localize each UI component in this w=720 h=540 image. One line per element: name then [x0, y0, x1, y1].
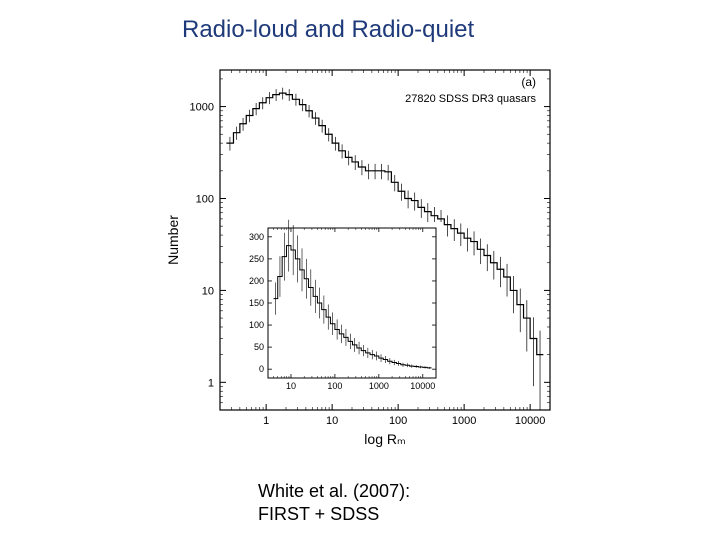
svg-text:10: 10 [202, 285, 214, 297]
svg-text:27820 SDSS DR3 quasars: 27820 SDSS DR3 quasars [405, 93, 536, 105]
svg-text:100: 100 [327, 381, 342, 391]
svg-text:100: 100 [389, 415, 407, 427]
svg-text:10000: 10000 [515, 415, 546, 427]
figure-caption: White et al. (2007): FIRST + SDSS [258, 480, 410, 525]
svg-text:200: 200 [249, 276, 264, 286]
svg-text:1: 1 [263, 415, 269, 427]
svg-text:150: 150 [249, 298, 264, 308]
svg-text:100: 100 [196, 193, 214, 205]
page-title: Radio-loud and Radio-quiet [182, 16, 474, 44]
svg-text:log Rₘ: log Rₘ [364, 431, 405, 447]
svg-text:(a): (a) [521, 75, 536, 89]
caption-line-2: FIRST + SDSS [258, 504, 379, 524]
svg-text:250: 250 [249, 254, 264, 264]
svg-text:10000: 10000 [410, 381, 435, 391]
histogram-figure: 1101001000110100100010000log RₘNumber(a)… [150, 50, 570, 470]
svg-text:10: 10 [326, 415, 338, 427]
svg-text:100: 100 [249, 320, 264, 330]
svg-text:Number: Number [165, 215, 181, 265]
svg-text:1: 1 [208, 377, 214, 389]
caption-line-1: White et al. (2007): [258, 481, 410, 501]
svg-text:0: 0 [259, 364, 264, 374]
svg-text:1000: 1000 [369, 381, 389, 391]
svg-text:10: 10 [286, 381, 296, 391]
svg-text:1000: 1000 [452, 415, 476, 427]
svg-text:300: 300 [249, 232, 264, 242]
svg-text:1000: 1000 [190, 102, 214, 114]
svg-text:50: 50 [254, 342, 264, 352]
